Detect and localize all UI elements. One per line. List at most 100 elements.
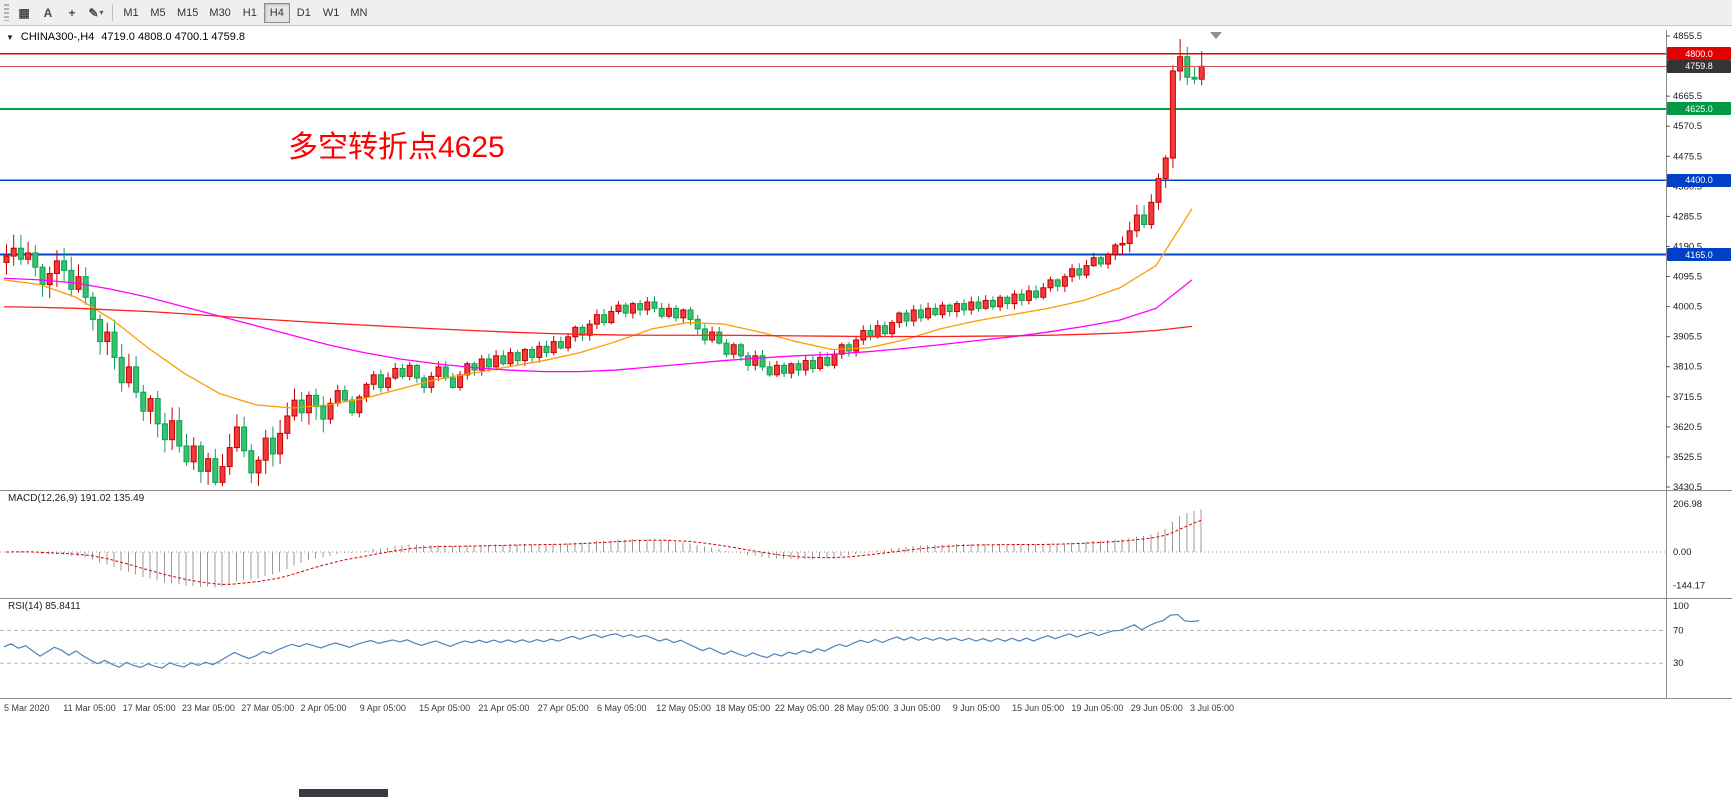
candle (946, 303, 953, 317)
line-studies-icon-button[interactable]: ✎ ▾ (85, 3, 107, 23)
ma-mid-line[interactable] (3, 277, 1193, 373)
candle (435, 361, 442, 381)
timeframe-h1[interactable]: H1 (237, 3, 263, 23)
annotation-text: 多空转折点4625 (288, 131, 505, 164)
candle (1126, 221, 1133, 253)
candle (61, 247, 68, 282)
timeframe-m5[interactable]: M5 (145, 3, 171, 23)
candle (284, 402, 291, 440)
x-axis-labels: 5 Mar 2020 11 Mar 05:00 17 Mar 05:00 23 Mar… (4, 703, 1234, 713)
candle (543, 340, 550, 357)
candle (1047, 276, 1054, 292)
toolbar-grip[interactable] (4, 4, 9, 21)
candle (1141, 205, 1148, 228)
candle (953, 300, 960, 318)
candle (17, 234, 24, 265)
candle (745, 351, 752, 371)
candle (111, 319, 118, 370)
price-badge-4400.0: 4400.0 (1667, 173, 1731, 187)
candle (593, 309, 600, 329)
svg-text:2 Apr 05:00: 2 Apr 05:00 (301, 703, 347, 713)
chart-grid-icon-button[interactable]: ▦ (13, 3, 35, 23)
candle (89, 291, 96, 331)
candle (291, 388, 298, 421)
candle (752, 350, 759, 371)
horizontal-lines (0, 52, 1666, 256)
candle (1177, 39, 1184, 81)
candle (125, 353, 132, 388)
collapse-triangle-icon[interactable]: ▼ (6, 32, 14, 42)
candle (809, 355, 816, 373)
candle (1061, 273, 1068, 292)
candle (413, 363, 420, 384)
timeframe-m30[interactable]: M30 (204, 3, 235, 23)
text-tool-icon-button[interactable]: A (37, 3, 59, 23)
chart-shift-marker[interactable] (1210, 32, 1222, 39)
candle (219, 453, 226, 487)
candle (831, 350, 838, 369)
candle (860, 325, 867, 345)
text-tool-icon: A (43, 5, 53, 20)
svg-text:18 May 05:00: 18 May 05:00 (716, 703, 771, 713)
candle (349, 396, 356, 416)
candle (550, 335, 557, 356)
svg-text:29 Jun 05:00: 29 Jun 05:00 (1131, 703, 1183, 713)
svg-text:4855.5: 4855.5 (1673, 31, 1702, 42)
ma-fast-line[interactable] (3, 208, 1193, 409)
candle (176, 407, 183, 453)
svg-text:4190.5: 4190.5 (1673, 241, 1702, 252)
candle (694, 314, 701, 335)
candle (478, 355, 485, 376)
svg-text:3525.5: 3525.5 (1673, 452, 1702, 463)
candle (557, 336, 564, 350)
candle (514, 349, 521, 365)
svg-text:206.98: 206.98 (1673, 499, 1702, 510)
candle (241, 416, 248, 458)
candle (961, 299, 968, 316)
candle (147, 395, 154, 424)
ohlc-readout: 4719.0 4808.0 4700.1 4759.8 (101, 31, 246, 43)
candle (255, 456, 262, 486)
svg-text:3715.5: 3715.5 (1673, 392, 1702, 403)
timeframe-m15[interactable]: M15 (172, 3, 203, 23)
timeframe-m1[interactable]: M1 (118, 3, 144, 23)
timeframe-d1[interactable]: D1 (291, 3, 317, 23)
y-axis-labels: 4855.54760.54665.54570.54475.54380.54285… (1666, 31, 1705, 669)
candle (1105, 252, 1112, 269)
candle (97, 314, 104, 355)
svg-text:3905.5: 3905.5 (1673, 332, 1702, 343)
svg-text:70: 70 (1673, 626, 1684, 637)
candle (529, 346, 536, 364)
candle (183, 434, 190, 466)
candle (665, 303, 672, 319)
macd-signal-line (5, 519, 1202, 585)
candle (169, 407, 176, 451)
symbol-timeframe-label: CHINA300-,H4 (20, 31, 95, 43)
candle (881, 321, 888, 337)
candle (406, 362, 413, 381)
candle (370, 371, 377, 390)
candle (313, 388, 320, 420)
ma-slow-line[interactable] (3, 306, 1193, 338)
timeframe-w1[interactable]: W1 (318, 3, 345, 23)
timeframe-h4[interactable]: H4 (263, 2, 290, 23)
candle (932, 303, 939, 317)
crosshair-icon-button[interactable]: + (61, 3, 83, 23)
candle (377, 369, 384, 393)
candle (773, 360, 780, 378)
svg-text:6 May 05:00: 6 May 05:00 (597, 703, 647, 713)
candle (737, 342, 744, 362)
candle (781, 362, 788, 378)
candle (608, 306, 615, 325)
candle (939, 301, 946, 319)
svg-text:30: 30 (1673, 658, 1684, 669)
candle (521, 347, 528, 366)
candle (493, 350, 500, 371)
macd-histogram (12, 509, 1202, 588)
chevron-down-icon: ▾ (99, 8, 104, 17)
timeframe-mn[interactable]: MN (345, 3, 372, 23)
candle (118, 343, 125, 392)
candle (1148, 194, 1155, 229)
svg-text:9 Jun 05:00: 9 Jun 05:00 (953, 703, 1000, 713)
